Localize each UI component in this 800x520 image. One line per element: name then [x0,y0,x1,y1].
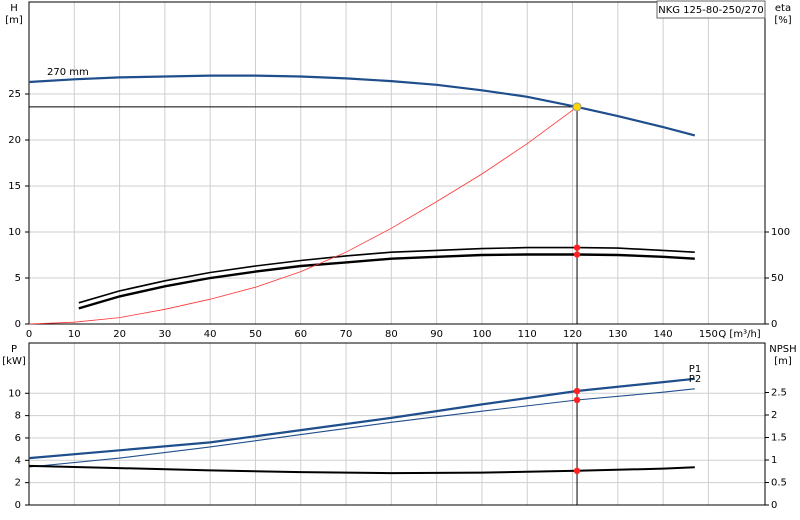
x-tick-label: 100 [472,329,491,340]
x-tick-label: 80 [385,329,398,340]
series-label: P1 [689,364,701,375]
y2-tick-label: 50 [771,273,784,284]
curve [78,253,695,310]
y2-axis-label: [%] [774,15,791,26]
curve [28,106,578,325]
y2-axis-label: NPSH [769,344,796,355]
y-tick-label: 0 [15,319,21,330]
y-tick-label: 0 [15,500,21,511]
curve [28,464,695,475]
duty-dot [573,387,581,395]
curve [28,74,696,137]
x-tick-label: 10 [68,329,81,340]
plot-frame [28,342,766,506]
x-tick-label: 90 [430,329,443,340]
y2-tick-label: 2 [771,410,777,421]
y-axis-label: H [10,3,18,14]
title-box [656,0,766,19]
plot-frame [28,1,766,325]
y-tick-label: 8 [15,411,21,422]
y2-tick-label: 1.5 [771,433,787,444]
duty-dot [573,467,581,474]
y2-tick-label: 2.5 [771,388,787,399]
y2-tick-label: 0.5 [771,478,787,489]
duty-dot [573,251,581,258]
y-tick-label: 6 [15,433,21,444]
operating-point [572,102,582,112]
y2-axis-label: eta [775,3,791,14]
y-axis-label: P [11,344,17,355]
series-label: P2 [689,374,701,385]
x-tick-label: 40 [204,329,217,340]
series-label: 270 mm [47,67,89,78]
curve [78,246,695,304]
x-tick-label: 20 [113,329,126,340]
y2-tick-label: 0 [771,500,777,511]
x-tick-label: 130 [608,329,627,340]
x-axis-label: Q [m³/h] [718,329,760,340]
y2-axis-label: [m] [774,356,792,367]
y-tick-label: 20 [8,135,21,146]
duty-dot [573,244,581,251]
y-tick-label: 5 [15,273,21,284]
x-tick-label: 60 [294,329,307,340]
chart-title: NKG 125-80-250/270 [658,5,764,16]
y2-tick-label: 100 [771,227,790,238]
y-tick-label: 15 [8,181,21,192]
y2-tick-label: 1 [771,455,777,466]
y-tick-label: 10 [8,388,21,399]
markers [572,102,582,474]
x-tick-label: 140 [654,329,673,340]
y-axis-label: [m] [5,15,23,26]
y-tick-label: 2 [15,478,21,489]
plots: 0 10 20 30 40 50 60 70 80 90 100 110 120 130 140 150051… [2,1,797,511]
y-tick-label: 4 [15,455,21,466]
duty-dot [573,396,581,404]
x-tick-label: 150 [699,329,718,340]
curve [28,377,695,460]
curve [28,388,695,468]
x-tick-label: 70 [340,329,353,340]
y-tick-label: 25 [8,89,21,100]
y-tick-label: 10 [8,227,21,238]
x-tick-label: 110 [518,329,537,340]
x-tick-label: 50 [249,329,262,340]
y2-tick-label: 0 [771,319,777,330]
x-tick-label: 120 [563,329,582,340]
x-tick-label: 30 [159,329,172,340]
y-axis-label: [kW] [2,356,26,367]
x-tick-label: 0 [26,329,32,340]
